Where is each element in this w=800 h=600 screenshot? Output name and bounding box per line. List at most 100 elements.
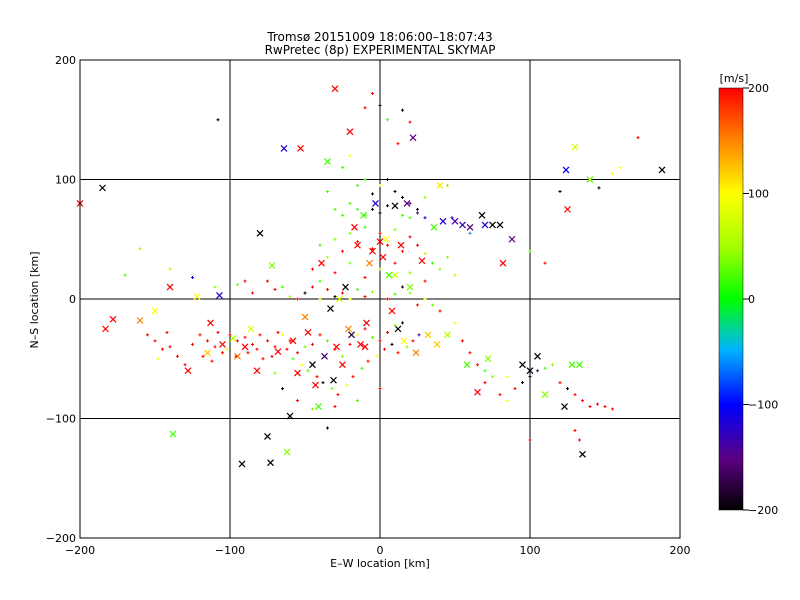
data-point-67 xyxy=(412,349,420,357)
x-tick-label: 0 xyxy=(377,544,384,557)
data-point-211 xyxy=(311,342,314,346)
data-point-174 xyxy=(506,399,509,403)
data-point-279 xyxy=(386,243,389,247)
data-point-17 xyxy=(241,343,249,351)
y-axis-label: N–S location [km] xyxy=(28,251,41,348)
data-point-232 xyxy=(210,359,214,363)
data-point-226 xyxy=(161,347,164,351)
data-point-229 xyxy=(156,357,160,361)
data-point-298 xyxy=(386,204,389,208)
data-point-181 xyxy=(558,381,562,385)
data-point-99 xyxy=(658,166,666,174)
data-point-296 xyxy=(371,207,374,211)
data-point-138 xyxy=(168,267,172,271)
data-point-154 xyxy=(341,291,344,295)
data-point-6 xyxy=(166,283,174,291)
data-point-56 xyxy=(379,253,387,261)
y-tick-label: −100 xyxy=(46,413,76,426)
data-point-128 xyxy=(528,249,532,253)
data-point-140 xyxy=(213,285,217,289)
data-point-233 xyxy=(216,330,220,334)
data-point-81 xyxy=(481,221,489,229)
data-point-43 xyxy=(339,361,346,369)
data-point-2 xyxy=(102,325,109,333)
x-axis-label: E–W location [km] xyxy=(330,557,430,570)
data-point-176 xyxy=(521,381,524,385)
data-point-30 xyxy=(297,145,304,152)
data-point-210 xyxy=(303,345,307,349)
data-point-125 xyxy=(446,183,449,187)
data-point-5 xyxy=(151,307,159,315)
data-point-188 xyxy=(611,407,614,411)
data-point-240 xyxy=(276,330,280,334)
x-tick-label: −100 xyxy=(215,544,245,557)
data-point-76 xyxy=(459,221,466,229)
data-point-252 xyxy=(366,359,370,363)
colorbar-label: [m/s] xyxy=(720,72,749,85)
data-point-29 xyxy=(294,369,301,377)
data-point-160 xyxy=(393,292,397,296)
data-point-295 xyxy=(453,273,457,277)
data-point-271 xyxy=(363,275,367,279)
data-point-182 xyxy=(566,387,569,391)
data-point-286 xyxy=(408,235,412,239)
data-point-103 xyxy=(361,343,369,351)
data-point-22 xyxy=(267,459,274,467)
data-point-236 xyxy=(246,351,250,355)
data-point-68 xyxy=(418,257,426,265)
data-point-57 xyxy=(382,235,390,243)
data-point-195 xyxy=(191,342,194,346)
data-point-90 xyxy=(541,391,549,399)
data-point-133 xyxy=(618,166,622,170)
data-point-84 xyxy=(496,221,504,229)
data-point-239 xyxy=(270,354,274,358)
data-point-194 xyxy=(183,363,187,367)
data-point-285 xyxy=(393,228,397,232)
data-point-262 xyxy=(326,426,329,430)
y-axis-ticks: −200 −100 0 100 200 xyxy=(46,54,680,545)
data-point-267 xyxy=(378,387,382,391)
data-point-221 xyxy=(386,330,389,334)
data-point-112 xyxy=(348,154,352,158)
data-point-34 xyxy=(312,381,319,389)
data-point-264 xyxy=(273,371,277,375)
data-point-70 xyxy=(430,223,438,231)
data-point-135 xyxy=(588,178,592,181)
data-point-127 xyxy=(468,231,472,235)
data-point-261 xyxy=(311,407,314,411)
data-point-136 xyxy=(138,247,142,251)
data-point-58 xyxy=(385,271,393,279)
data-point-215 xyxy=(341,354,344,358)
data-point-28 xyxy=(289,337,297,345)
data-point-147 xyxy=(288,295,292,299)
data-point-283 xyxy=(363,225,367,229)
data-point-24 xyxy=(274,348,282,356)
data-point-220 xyxy=(378,339,382,343)
data-point-89 xyxy=(534,352,541,360)
data-point-297 xyxy=(378,211,382,215)
data-point-101 xyxy=(346,128,354,136)
data-point-26 xyxy=(283,448,291,456)
data-point-230 xyxy=(165,330,169,334)
data-point-234 xyxy=(225,347,229,351)
data-point-162 xyxy=(408,291,412,295)
data-point-1 xyxy=(99,184,106,192)
data-point-173 xyxy=(498,393,502,397)
data-point-131 xyxy=(597,186,601,190)
x-tick-label: −200 xyxy=(65,544,95,557)
data-point-202 xyxy=(243,335,247,339)
data-point-289 xyxy=(423,252,427,256)
data-point-71 xyxy=(433,340,441,348)
data-point-183 xyxy=(573,393,577,397)
data-point-109 xyxy=(396,142,400,146)
chart-title: Tromsø 20151009 18:06:00–18:07:43 xyxy=(266,30,492,44)
data-point-205 xyxy=(266,339,269,343)
data-point-192 xyxy=(506,375,509,379)
data-point-238 xyxy=(261,357,265,361)
data-point-224 xyxy=(176,354,179,358)
data-point-259 xyxy=(417,333,421,337)
data-point-59 xyxy=(388,307,396,315)
data-point-228 xyxy=(146,333,149,337)
data-point-107 xyxy=(378,103,382,107)
